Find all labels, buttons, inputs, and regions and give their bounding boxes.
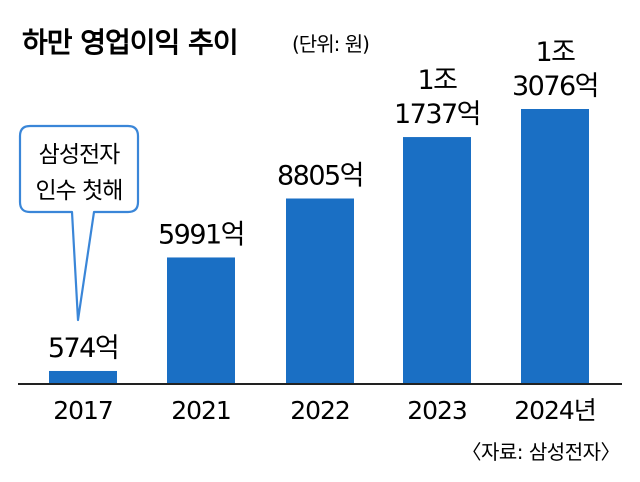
value-label-2017-0: 574억 — [48, 333, 118, 364]
annotation-callout: 삼성전자 인수 첫해 — [18, 124, 140, 322]
bar-2022 — [286, 198, 354, 383]
bar-2024년 — [521, 109, 589, 383]
x-tick-2023: 2023 — [407, 396, 467, 425]
callout-line-1: 삼성전자 — [39, 142, 120, 168]
value-label-2022-0: 8805억 — [277, 160, 363, 191]
chart-title: 하만 영업이익 추이 — [22, 26, 238, 59]
callout-bubble — [18, 124, 140, 322]
bar-2017 — [49, 370, 117, 383]
value-label-2024년-1: 3076억 — [512, 71, 598, 102]
bars — [49, 109, 589, 383]
callout-line-2: 인수 첫해 — [36, 178, 123, 204]
x-tick-2017: 2017 — [53, 396, 113, 425]
value-label-2021-0: 5991억 — [158, 219, 244, 250]
x-axis-ticks: 2017 2021 2022 2023 2024년 — [53, 396, 597, 425]
value-label-2024년-0: 1조 — [535, 37, 575, 68]
x-tick-2024년: 2024년 — [514, 396, 596, 425]
value-label-2023-1: 1737억 — [394, 99, 480, 130]
bar-2021 — [167, 257, 235, 383]
source-note: 〈자료: 삼성전자〉 — [462, 440, 621, 464]
bar-2023 — [403, 137, 471, 383]
value-label-2023-0: 1조 — [417, 65, 457, 96]
x-tick-2022: 2022 — [290, 396, 350, 425]
unit-note: (단위: 원) — [292, 32, 369, 56]
x-tick-2021: 2021 — [171, 396, 231, 425]
